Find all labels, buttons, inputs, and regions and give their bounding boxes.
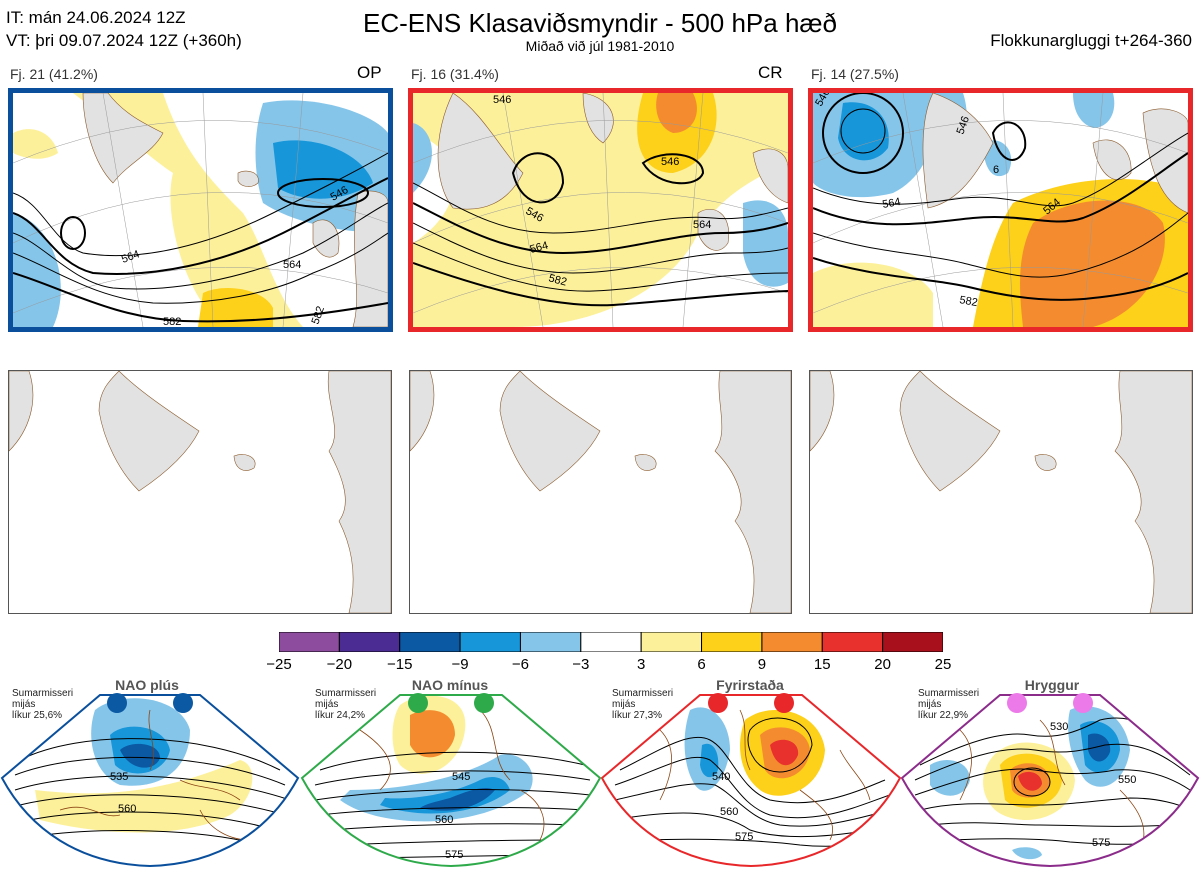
cluster-1-label: Fj. 21 (41.2%) <box>10 66 98 82</box>
contour-label: 582 <box>958 294 978 309</box>
regime-1-map: 535 560 <box>0 690 300 871</box>
cluster-3-label: Fj. 14 (27.5%) <box>811 66 899 82</box>
colorbar-tick-label: 20 <box>874 656 891 673</box>
colorbar-swatch <box>519 631 582 653</box>
colorbar-tick-label: −6 <box>511 656 530 673</box>
contour-label: 582 <box>163 316 181 327</box>
colorbar-tick-label: −15 <box>386 656 413 673</box>
svg-text:575: 575 <box>1092 837 1110 849</box>
regime-3-name: Fyrirstaða <box>716 677 784 693</box>
colorbar-tick-label: 6 <box>697 656 706 673</box>
svg-text:560: 560 <box>435 814 453 826</box>
regime-2-info: Sumarmisseri mijás líkur 24,2% <box>315 688 377 721</box>
base-map-1 <box>8 370 392 614</box>
colorbar-tick-label: −9 <box>451 656 469 673</box>
cluster-1-tag: OP <box>357 63 382 82</box>
svg-text:530: 530 <box>1050 721 1068 733</box>
valid-time: VT: þri 09.07.2024 12Z (+360h) <box>6 31 242 50</box>
cluster-3-map: 546 546 564 564 582 6 <box>808 88 1193 332</box>
cluster-2-tag: CR <box>758 63 783 82</box>
regime-4-name: Hryggur <box>1024 677 1080 693</box>
colorbar-swatch <box>701 631 763 653</box>
regime-2-name: NAO mínus <box>411 677 489 693</box>
svg-text:545: 545 <box>452 771 470 783</box>
colorbar-tick-label: 25 <box>934 656 952 673</box>
colorbar-tick-label: 9 <box>757 656 767 673</box>
svg-text:535: 535 <box>110 771 128 783</box>
colorbar-swatch <box>580 631 642 653</box>
regime-2-map: 545 560 575 <box>300 690 602 871</box>
colorbar-swatch <box>761 631 823 653</box>
colorbar-swatch <box>882 631 944 653</box>
colorbar-tick-label: −20 <box>326 656 353 673</box>
colorbar-swatch <box>640 631 703 653</box>
contour-label: 582 <box>547 272 568 288</box>
regime-1-info: Sumarmisseri mijás líkur 25,6% <box>12 688 74 721</box>
regime-3-info: Sumarmisseri mijás líkur 27,3% <box>612 688 674 721</box>
regime-1-name: NAO plús <box>115 677 179 693</box>
contour-label: 564 <box>120 248 141 266</box>
cluster-1-map: 546 564 582 564 582 <box>8 88 393 332</box>
svg-text:540: 540 <box>712 771 730 783</box>
colorbar-tick-label: 3 <box>637 656 646 673</box>
page-subtitle: Miðað við júl 1981-2010 <box>525 38 675 54</box>
colorbar-swatch <box>338 631 401 653</box>
contour-label: 564 <box>881 196 901 211</box>
base-map-3 <box>809 370 1193 614</box>
contour-label: 6 <box>993 164 999 176</box>
page-title: EC-ENS Klasaviðsmyndir - 500 hPa hæð <box>363 8 837 38</box>
contour-label: 582 <box>310 305 328 326</box>
svg-text:575: 575 <box>445 849 463 861</box>
classification-window: Flokkunargluggi t+264-360 <box>990 31 1192 50</box>
colorbar-swatch <box>399 631 461 653</box>
base-map-2 <box>409 370 792 614</box>
colorbar-tick-label: 15 <box>813 656 831 673</box>
cluster-2-label: Fj. 16 (31.4%) <box>411 66 499 82</box>
colorbar <box>278 631 944 653</box>
regime-4-map: 530 550 575 <box>900 690 1200 871</box>
contour-label: 564 <box>693 219 711 231</box>
colorbar-tick-label: −3 <box>572 656 590 673</box>
contour-label: 546 <box>493 94 511 106</box>
colorbar-swatch <box>278 631 340 653</box>
contour-label: 546 <box>661 156 679 168</box>
colorbar-swatch <box>821 631 884 653</box>
contour-label: 546 <box>955 115 973 136</box>
contour-label: 564 <box>283 259 301 271</box>
contour-label: 564 <box>529 240 550 256</box>
regime-3-map: 540 560 575 <box>600 690 902 871</box>
initial-time: IT: mán 24.06.2024 12Z <box>6 8 186 27</box>
svg-text:560: 560 <box>118 803 136 815</box>
svg-text:560: 560 <box>720 806 738 818</box>
colorbar-tick-label: −25 <box>266 656 292 673</box>
cluster-2-map: 546 546 546 564 564 582 <box>408 88 793 332</box>
svg-text:550: 550 <box>1118 774 1136 786</box>
colorbar-swatch <box>459 631 521 653</box>
regime-4-info: Sumarmisseri mijás líkur 22,9% <box>918 688 980 721</box>
svg-text:575: 575 <box>735 831 753 843</box>
